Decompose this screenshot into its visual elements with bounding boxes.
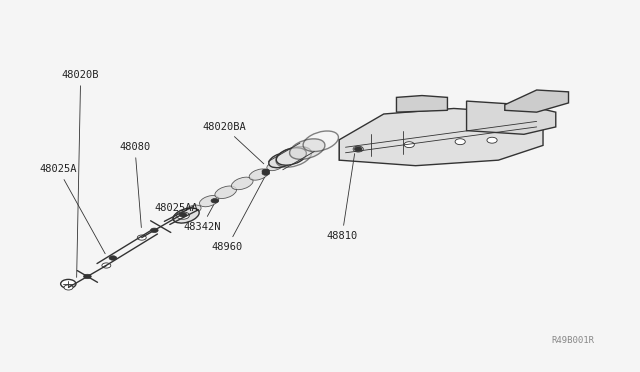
Ellipse shape	[249, 169, 269, 180]
Circle shape	[487, 137, 497, 143]
Ellipse shape	[267, 161, 284, 171]
Ellipse shape	[215, 186, 237, 199]
Polygon shape	[396, 96, 447, 112]
Text: 48025A: 48025A	[40, 164, 105, 254]
Circle shape	[355, 147, 362, 151]
Ellipse shape	[276, 148, 307, 165]
Circle shape	[177, 212, 189, 219]
Text: 48810: 48810	[326, 154, 358, 241]
Polygon shape	[467, 101, 556, 134]
Ellipse shape	[232, 177, 253, 190]
Circle shape	[102, 263, 111, 268]
Circle shape	[262, 171, 269, 175]
Circle shape	[64, 285, 73, 290]
Circle shape	[175, 213, 184, 218]
Circle shape	[211, 199, 219, 203]
Polygon shape	[505, 90, 568, 112]
Circle shape	[404, 142, 414, 148]
Ellipse shape	[173, 210, 193, 222]
Polygon shape	[339, 109, 543, 166]
Circle shape	[109, 256, 116, 260]
Circle shape	[179, 212, 187, 217]
Ellipse shape	[173, 208, 199, 223]
Circle shape	[61, 279, 76, 288]
Text: 48080: 48080	[119, 142, 150, 228]
Circle shape	[150, 228, 158, 232]
Circle shape	[84, 274, 92, 279]
Ellipse shape	[200, 196, 219, 207]
Ellipse shape	[289, 139, 325, 159]
Text: 48020BA: 48020BA	[202, 122, 264, 164]
Circle shape	[353, 146, 364, 152]
Text: 48960: 48960	[212, 177, 264, 252]
Text: R49B001R: R49B001R	[551, 336, 594, 345]
Circle shape	[138, 235, 146, 240]
Ellipse shape	[269, 153, 295, 168]
Circle shape	[262, 169, 269, 173]
Text: 48020B: 48020B	[62, 70, 99, 278]
Circle shape	[455, 139, 465, 145]
Ellipse shape	[184, 205, 201, 215]
Text: 48342N: 48342N	[183, 205, 221, 232]
Text: 48025AA: 48025AA	[154, 203, 198, 213]
